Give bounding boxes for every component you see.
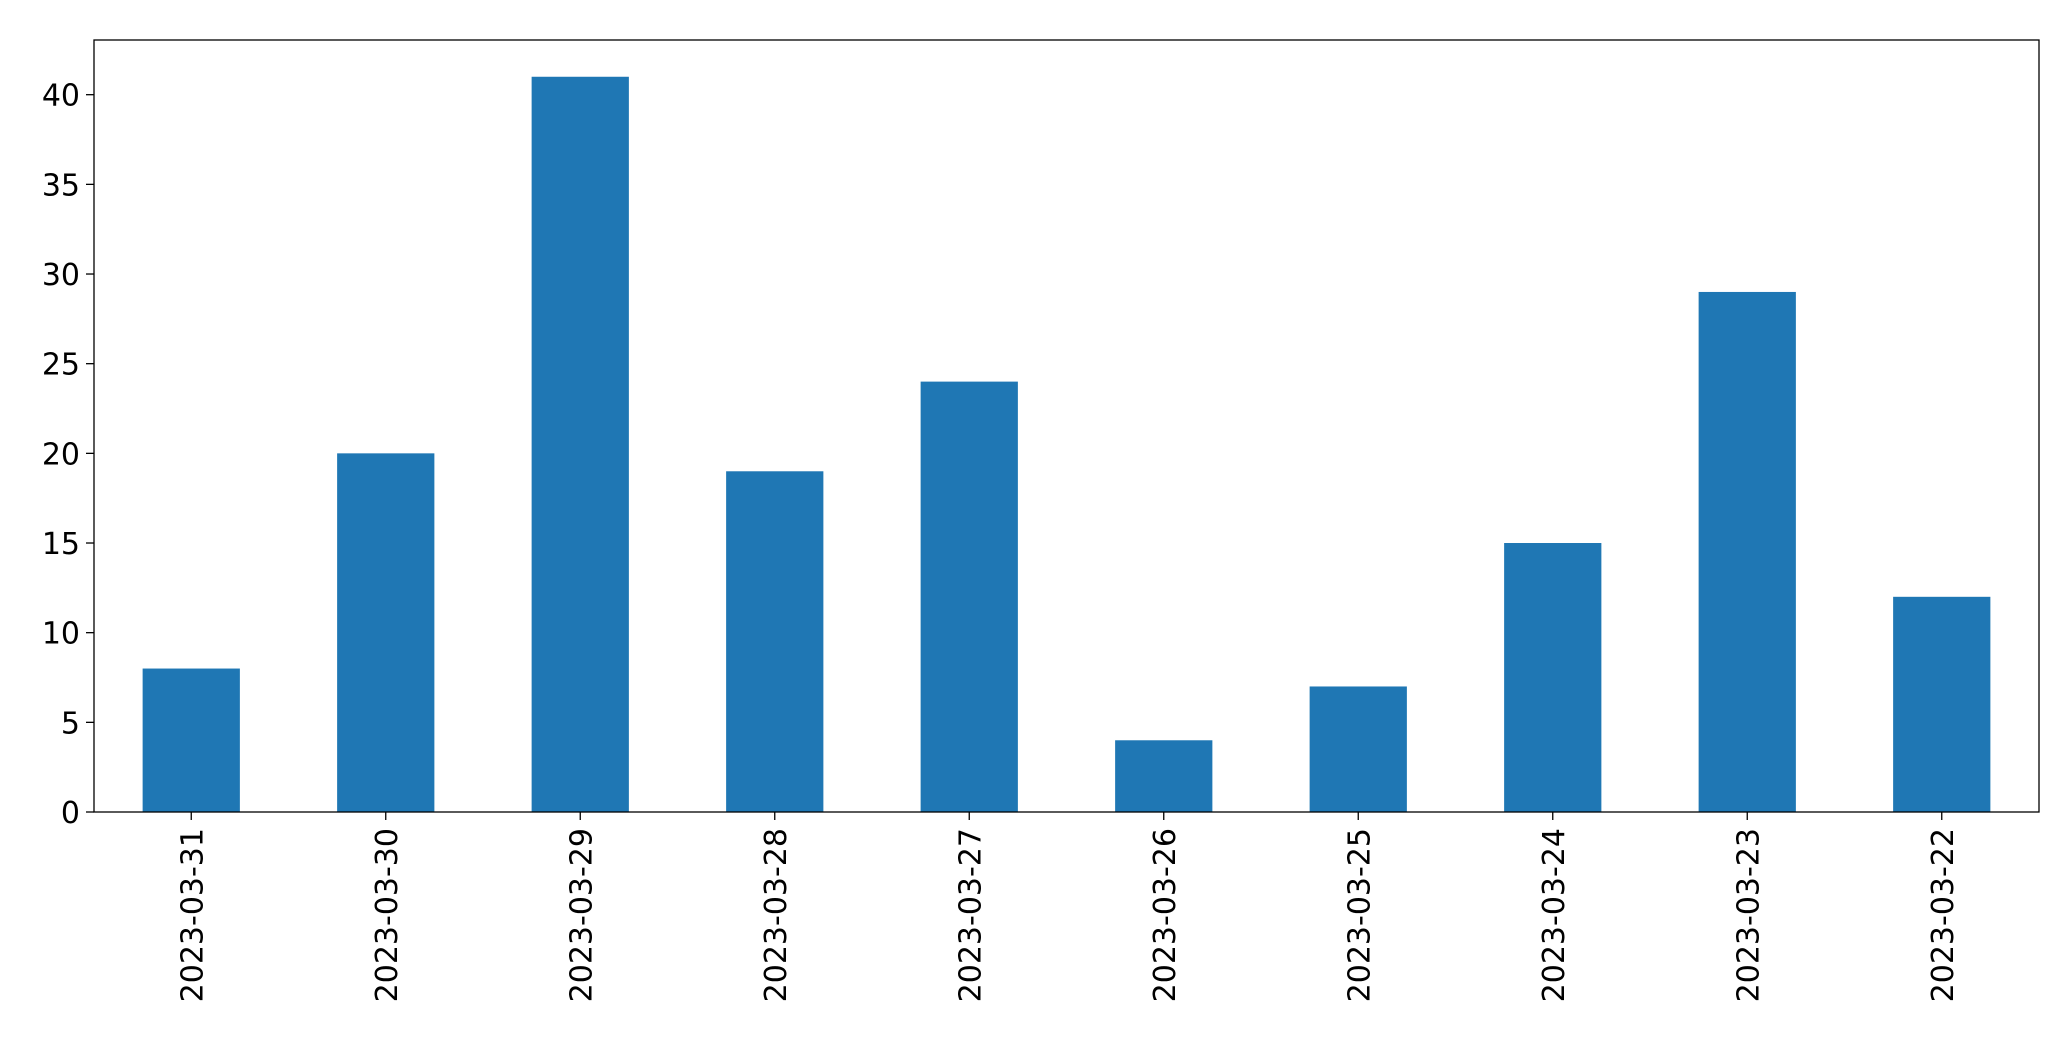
bar: [531, 76, 629, 812]
plot-frame: [93, 39, 2040, 813]
bar: [1309, 686, 1407, 812]
y-tick-label: 40: [42, 79, 80, 114]
x-tick-label: 2023-03-24: [1537, 828, 1572, 1002]
x-tick-label: 2023-03-22: [1926, 828, 1961, 1002]
y-tick-label: 5: [61, 706, 80, 741]
y-tick-label: 35: [42, 168, 80, 203]
x-tick-label: 2023-03-25: [1342, 828, 1377, 1002]
x-tick-label: 2023-03-23: [1731, 828, 1766, 1002]
bar: [1115, 740, 1213, 812]
bar: [142, 668, 240, 812]
x-tick-label: 2023-03-26: [1148, 828, 1183, 1002]
bar: [726, 471, 824, 812]
x-tick-label: 2023-03-30: [370, 828, 405, 1002]
y-tick-label: 0: [61, 796, 80, 831]
bar: [1893, 596, 1991, 812]
x-tick-label: 2023-03-31: [175, 828, 210, 1002]
y-tick-label: 20: [42, 437, 80, 472]
y-tick-label: 15: [42, 527, 80, 562]
bar: [920, 381, 1018, 812]
y-tick-label: 30: [42, 258, 80, 293]
bar: [337, 453, 435, 812]
bar: [1698, 291, 1796, 812]
bar: [1504, 543, 1602, 812]
y-tick-label: 10: [42, 617, 80, 652]
x-tick-label: 2023-03-27: [953, 828, 988, 1002]
x-tick-label: 2023-03-28: [759, 828, 794, 1002]
x-tick-label: 2023-03-29: [564, 828, 599, 1002]
y-tick-label: 25: [42, 348, 80, 383]
